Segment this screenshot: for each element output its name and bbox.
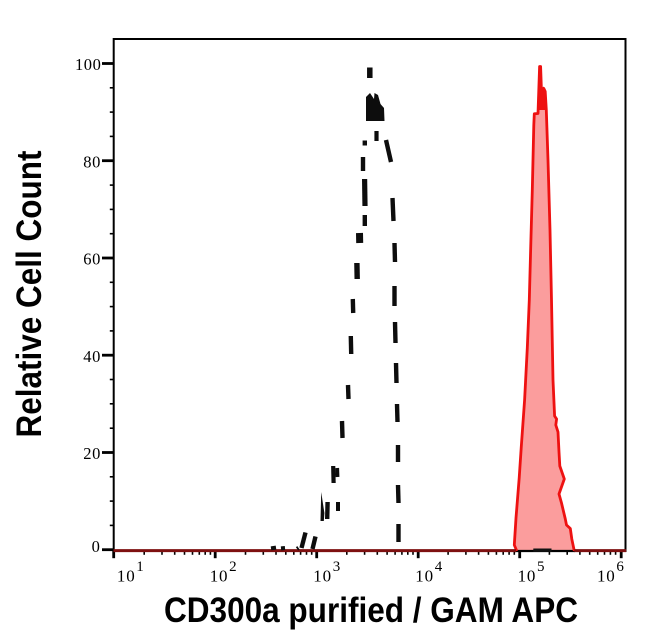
svg-text:10: 10: [313, 567, 332, 586]
svg-text:10: 10: [415, 567, 434, 586]
svg-text:5: 5: [537, 559, 545, 575]
svg-text:100: 100: [75, 55, 102, 74]
svg-text:60: 60: [83, 250, 101, 269]
svg-text:3: 3: [333, 559, 341, 575]
svg-text:10: 10: [597, 567, 616, 586]
svg-text:4: 4: [435, 559, 443, 575]
svg-text:10: 10: [518, 567, 537, 586]
svg-text:2: 2: [229, 559, 237, 575]
svg-text:10: 10: [210, 567, 229, 586]
svg-text:40: 40: [83, 347, 101, 366]
svg-text:CD300a purified / GAM APC: CD300a purified / GAM APC: [164, 591, 578, 630]
svg-text:Relative Cell Count: Relative Cell Count: [10, 150, 49, 437]
svg-text:20: 20: [83, 444, 101, 463]
svg-text:1: 1: [136, 559, 144, 575]
svg-text:80: 80: [83, 152, 101, 171]
svg-text:0: 0: [92, 537, 101, 556]
svg-text:10: 10: [117, 567, 136, 586]
svg-text:6: 6: [616, 559, 624, 575]
